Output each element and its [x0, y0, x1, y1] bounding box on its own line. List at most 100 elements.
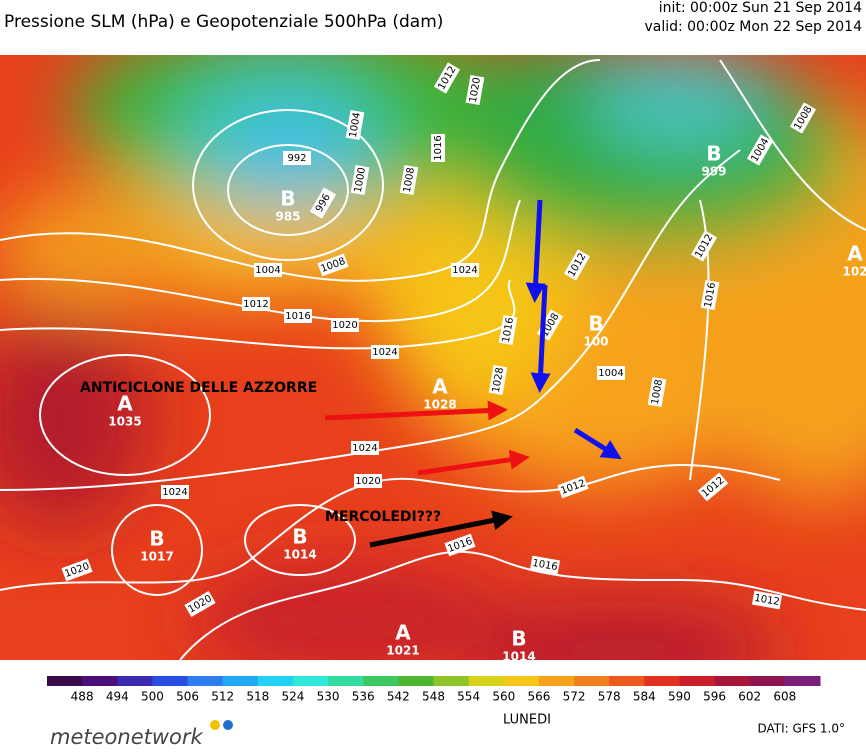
colorbar-cell [222, 676, 259, 686]
center-value: 999 [701, 165, 726, 179]
isobar-label-box [746, 134, 774, 166]
isobar-label-box [563, 249, 591, 281]
colorbar-cell [117, 676, 153, 686]
isobar-label: 1008 [399, 164, 419, 196]
isobar-label-box [350, 164, 370, 196]
isobar-label: 1024 [451, 263, 479, 277]
colorbar-tick-label: 554 [457, 690, 480, 704]
isobar-label: 1000 [350, 164, 370, 196]
colorbar-tick-label: 536 [352, 690, 375, 704]
colorbar-tick-label: 578 [598, 690, 621, 704]
init-time: init: 00:00z Sun 21 Sep 2014 [659, 0, 862, 16]
colorbar-cell [328, 676, 364, 686]
isobar-label-box [789, 102, 817, 134]
isobar-label-text: 1004 [598, 368, 623, 379]
colorbar-cell [784, 676, 821, 686]
annotation: ANTICICLONE DELLE AZZORRE [80, 380, 317, 396]
colorbar-cell [47, 676, 83, 686]
isobar-label-text: 1004 [255, 265, 280, 276]
center-letter: B [511, 627, 526, 651]
colorbar-cell [257, 676, 294, 686]
colorbar-tick-label: 548 [422, 690, 445, 704]
colorbar-cell [714, 676, 751, 686]
colorbar-tick-label: 512 [211, 690, 234, 704]
colorbar-cell [398, 676, 434, 686]
isobar-label-text: 1020 [468, 77, 483, 104]
isobar-label-box [451, 263, 479, 277]
isobar-label-box [465, 74, 485, 106]
colorbar-caption: LUNEDI [503, 713, 551, 728]
isobar-label-box [431, 134, 445, 162]
isobar-label: 1016 [498, 314, 518, 346]
colorbar-tick-label: 596 [703, 690, 726, 704]
isobar-label-box [700, 279, 720, 311]
isobar-label-box [597, 366, 625, 380]
isobar-label-box [351, 441, 379, 455]
isobar-label-text: 1000 [353, 167, 368, 194]
colorbar-tick-label: 584 [633, 690, 656, 704]
isobar-label: 1020 [354, 474, 382, 488]
colorbar-tick-label: 530 [317, 690, 340, 704]
isobar-label-box [184, 590, 216, 618]
isobar-label-box [371, 345, 399, 359]
valid-time: valid: 00:00z Mon 22 Sep 2014 [644, 19, 862, 35]
isobar-label-box [317, 253, 349, 277]
isobar-label-text: 1012 [243, 299, 268, 310]
isobar-label-box [529, 555, 561, 575]
colorbar-cell [538, 676, 575, 686]
isobar-label: 1020 [465, 74, 485, 106]
center-letter: A [847, 242, 863, 266]
logo: meteonetwork [50, 725, 203, 748]
center-value: 100 [583, 335, 608, 349]
isobar-label: 1016 [529, 555, 561, 575]
isobar-label-text: 1016 [531, 558, 558, 573]
colorbar-tick-label: 608 [773, 690, 796, 704]
center-letter: A [432, 375, 448, 399]
map: B985B999A102B100A1035A1028B1017B1014A102… [0, 55, 866, 660]
colorbar-cell [363, 676, 399, 686]
isobar-label-text: 1028 [491, 367, 506, 394]
colorbar-cell [433, 676, 470, 686]
arrows [324, 199, 622, 548]
logo-dot [223, 720, 233, 730]
isobar-label-box [345, 109, 365, 141]
isobar-label-box [488, 364, 508, 396]
center-value: 102 [842, 265, 866, 279]
center-letter: B [149, 527, 164, 551]
colorbar-cell [679, 676, 716, 686]
isobar-label: 1004 [345, 109, 365, 141]
isobar-label-box [751, 590, 783, 610]
annotation: MERCOLEDI??? [325, 509, 441, 525]
logo-dot [210, 720, 220, 730]
colorbar-tick-label: 494 [106, 690, 129, 704]
center-value: 1017 [140, 550, 173, 564]
isobar-label-text: 1020 [332, 320, 357, 331]
isobar-label: 1024 [351, 441, 379, 455]
colorbar-cell [187, 676, 224, 686]
isobar-label-text: 992 [287, 153, 306, 164]
isobar-label: 1012 [751, 590, 783, 610]
isobar-label-text: 1016 [433, 135, 444, 160]
colorbar-cell [503, 676, 540, 686]
colorbar-cell [292, 676, 329, 686]
colorbar-tick-label: 590 [668, 690, 691, 704]
isobar-label: 1016 [431, 134, 445, 162]
isobar-label-text: 1024 [452, 265, 477, 276]
isobar-label-text: 1004 [348, 112, 363, 139]
isobar-label-box [354, 474, 382, 488]
isobar-label-box [161, 485, 189, 499]
isobar-label-text: 1008 [650, 379, 665, 406]
colorbar-cell [609, 676, 645, 686]
colorbar-tick-label: 560 [492, 690, 515, 704]
center-value: 985 [275, 210, 300, 224]
isobar-label-box [283, 151, 311, 165]
center-letter: B [706, 142, 721, 166]
isobar-label: 1004 [597, 366, 625, 380]
isobar-label: 992 [283, 151, 311, 165]
isobar-label: 1012 [242, 297, 270, 311]
isobar-label-box [444, 533, 476, 557]
colorbar-cell [468, 676, 505, 686]
colorbar-tick-label: 602 [738, 690, 761, 704]
center-value: 1021 [386, 644, 419, 658]
